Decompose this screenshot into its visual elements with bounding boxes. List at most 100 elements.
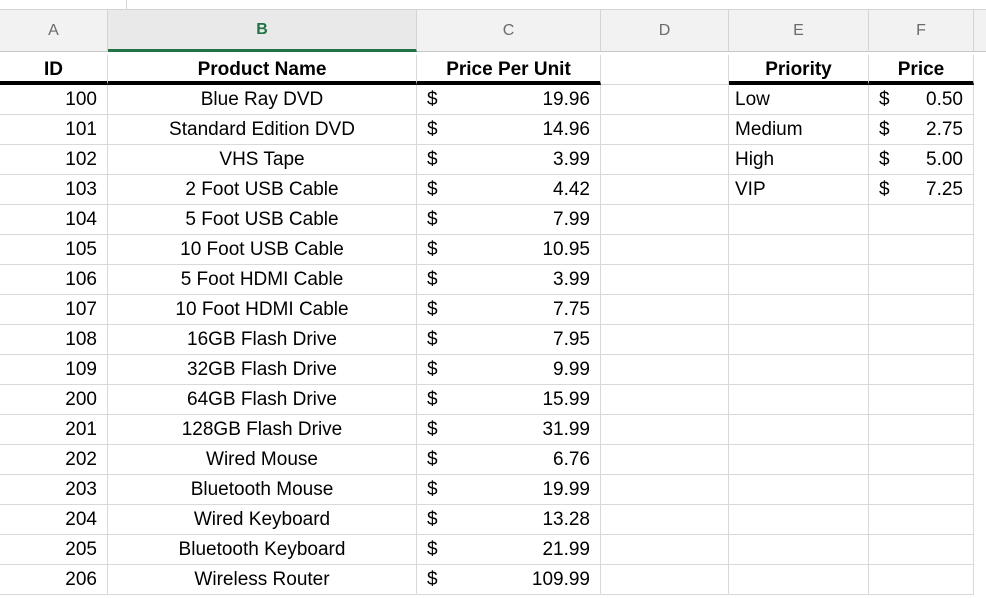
cell-id[interactable]: 206 (0, 565, 108, 595)
cell-empty[interactable] (601, 175, 729, 205)
cell-price-per-unit[interactable]: $10.95 (417, 235, 601, 265)
cell-empty[interactable] (869, 415, 974, 445)
cell-product-name[interactable]: 10 Foot HDMI Cable (108, 295, 417, 325)
cell-empty[interactable] (601, 385, 729, 415)
cell-product-name[interactable]: 64GB Flash Drive (108, 385, 417, 415)
column-header-f[interactable]: F (869, 10, 974, 52)
cell-id[interactable]: 202 (0, 445, 108, 475)
cell-product-name[interactable]: Standard Edition DVD (108, 115, 417, 145)
cell-product-name[interactable]: 32GB Flash Drive (108, 355, 417, 385)
cell-priority-price[interactable]: $5.00 (869, 145, 974, 175)
cell-id[interactable]: 204 (0, 505, 108, 535)
cell-empty[interactable] (601, 565, 729, 595)
cell-priority-price[interactable]: $0.50 (869, 85, 974, 115)
cell-priority-price[interactable]: $2.75 (869, 115, 974, 145)
cell-price-per-unit[interactable]: $19.99 (417, 475, 601, 505)
cell-priority[interactable]: High (729, 145, 869, 175)
cell-product-name[interactable]: 2 Foot USB Cable (108, 175, 417, 205)
cell-price-per-unit[interactable]: $4.42 (417, 175, 601, 205)
cell-empty[interactable] (601, 115, 729, 145)
column-header-e[interactable]: E (729, 10, 869, 52)
cell-empty[interactable] (869, 295, 974, 325)
cell-empty[interactable] (869, 445, 974, 475)
cell-empty[interactable] (729, 355, 869, 385)
cell-product-name[interactable]: VHS Tape (108, 145, 417, 175)
cell-empty[interactable] (729, 565, 869, 595)
cell-empty[interactable] (601, 235, 729, 265)
cell-id[interactable]: 103 (0, 175, 108, 205)
cell-priority[interactable]: VIP (729, 175, 869, 205)
cell-product-name[interactable]: 16GB Flash Drive (108, 325, 417, 355)
cell-price-per-unit[interactable]: $3.99 (417, 145, 601, 175)
cell-empty[interactable] (601, 415, 729, 445)
column-header-d[interactable]: D (601, 10, 729, 52)
cell-price-per-unit[interactable]: $21.99 (417, 535, 601, 565)
cell-id[interactable]: 107 (0, 295, 108, 325)
cell-empty[interactable] (601, 205, 729, 235)
cell-empty[interactable] (601, 295, 729, 325)
cell-product-name[interactable]: 5 Foot HDMI Cable (108, 265, 417, 295)
cell-id[interactable]: 109 (0, 355, 108, 385)
cell-d1[interactable] (601, 55, 729, 85)
cell-price-per-unit[interactable]: $19.96 (417, 85, 601, 115)
cell-empty[interactable] (869, 265, 974, 295)
cell-empty[interactable] (729, 385, 869, 415)
cell-id[interactable]: 201 (0, 415, 108, 445)
cell-product-name[interactable]: Blue Ray DVD (108, 85, 417, 115)
cell-empty[interactable] (869, 565, 974, 595)
cell-price-per-unit[interactable]: $14.96 (417, 115, 601, 145)
cell-empty[interactable] (729, 265, 869, 295)
cell-empty[interactable] (729, 235, 869, 265)
cell-id[interactable]: 108 (0, 325, 108, 355)
cell-price-per-unit[interactable]: $6.76 (417, 445, 601, 475)
cell-empty[interactable] (869, 385, 974, 415)
cell-id[interactable]: 105 (0, 235, 108, 265)
cell-price-per-unit[interactable]: $15.99 (417, 385, 601, 415)
cell-id[interactable]: 205 (0, 535, 108, 565)
cell-empty[interactable] (601, 85, 729, 115)
cell-empty[interactable] (869, 325, 974, 355)
cell-empty[interactable] (601, 535, 729, 565)
cell-empty[interactable] (729, 445, 869, 475)
cell-product-name[interactable]: Wired Keyboard (108, 505, 417, 535)
header-priority[interactable]: Priority (729, 55, 869, 85)
cell-id[interactable]: 104 (0, 205, 108, 235)
cell-empty[interactable] (601, 265, 729, 295)
header-id[interactable]: ID (0, 55, 108, 85)
cell-price-per-unit[interactable]: $31.99 (417, 415, 601, 445)
cell-empty[interactable] (729, 295, 869, 325)
cell-id[interactable]: 100 (0, 85, 108, 115)
cell-product-name[interactable]: 10 Foot USB Cable (108, 235, 417, 265)
cell-price-per-unit[interactable]: $7.95 (417, 325, 601, 355)
cell-id[interactable]: 101 (0, 115, 108, 145)
cell-empty[interactable] (601, 475, 729, 505)
cell-empty[interactable] (601, 145, 729, 175)
cell-price-per-unit[interactable]: $7.99 (417, 205, 601, 235)
cell-product-name[interactable]: Wired Mouse (108, 445, 417, 475)
cell-empty[interactable] (869, 535, 974, 565)
column-header-b[interactable]: B (108, 10, 417, 52)
column-header-c[interactable]: C (417, 10, 601, 52)
cell-product-name[interactable]: Bluetooth Mouse (108, 475, 417, 505)
cell-empty[interactable] (729, 535, 869, 565)
cell-empty[interactable] (729, 475, 869, 505)
cell-id[interactable]: 203 (0, 475, 108, 505)
cell-price-per-unit[interactable]: $3.99 (417, 265, 601, 295)
cell-price-per-unit[interactable]: $13.28 (417, 505, 601, 535)
cell-id[interactable]: 102 (0, 145, 108, 175)
cell-price-per-unit[interactable]: $7.75 (417, 295, 601, 325)
cell-empty[interactable] (869, 355, 974, 385)
cell-empty[interactable] (729, 415, 869, 445)
cell-id[interactable]: 106 (0, 265, 108, 295)
cell-empty[interactable] (869, 505, 974, 535)
cell-product-name[interactable]: Bluetooth Keyboard (108, 535, 417, 565)
header-product-name[interactable]: Product Name (108, 55, 417, 85)
cell-priority[interactable]: Medium (729, 115, 869, 145)
cell-empty[interactable] (729, 505, 869, 535)
cell-empty[interactable] (729, 205, 869, 235)
cell-id[interactable]: 200 (0, 385, 108, 415)
column-header-a[interactable]: A (0, 10, 108, 52)
cell-empty[interactable] (601, 355, 729, 385)
cell-price-per-unit[interactable]: $109.99 (417, 565, 601, 595)
cell-priority[interactable]: Low (729, 85, 869, 115)
